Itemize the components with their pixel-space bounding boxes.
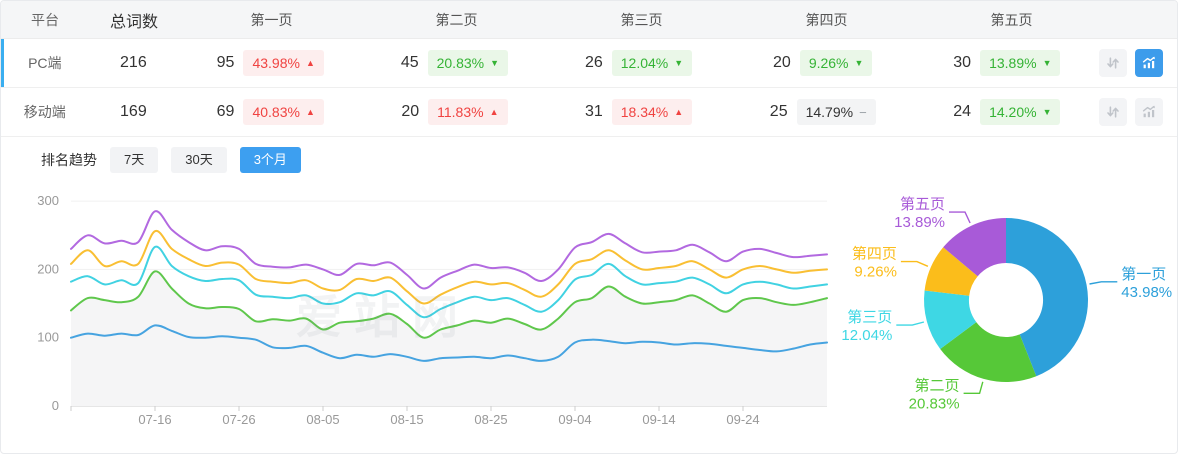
svg-text:0: 0 xyxy=(52,398,59,413)
table-row-mobile[interactable]: 移动端 169 69 40.83% ▲ 20 11.83% ▲ 31 18.34% ▲… xyxy=(1,88,1177,137)
trend-down-icon: ▼ xyxy=(490,57,500,68)
trend-up-icon: ▲ xyxy=(489,106,499,117)
trend-up-icon: ▲ xyxy=(305,57,315,68)
trend-chart-icon xyxy=(1142,56,1155,69)
charts-area: 0 100 200 300 07-16 07-26 08-05 08-15 08-25 09-04… xyxy=(1,183,1177,449)
header-page-2: 第二页 xyxy=(435,11,478,28)
donut-label-第一页: 第一页 43.98% xyxy=(1121,265,1172,301)
page5-count: 24 xyxy=(953,103,972,120)
platform-name: PC端 xyxy=(28,55,62,71)
trend-chart-icon xyxy=(1142,105,1155,118)
page-share-donut-chart: 第一页 43.98% 第二页 20.83% 第三页 12.04% 第四页 9.26% 第五页 13… xyxy=(841,195,1172,412)
line-series-第一页 xyxy=(70,324,828,362)
donut-label-第五页: 第五页 13.89% xyxy=(894,195,945,231)
trend-down-icon: ▼ xyxy=(1042,57,1052,68)
view-chart-button[interactable] xyxy=(1134,98,1163,126)
donut-slice-第四页 xyxy=(924,247,978,296)
tab-7-days[interactable]: 7天 xyxy=(110,147,159,173)
svg-text:08-25: 08-25 xyxy=(474,412,507,427)
tab-30-days[interactable]: 30天 xyxy=(171,147,227,173)
trend-flat-icon: − xyxy=(859,104,867,120)
sort-arrows-icon xyxy=(1107,57,1119,69)
page5-change-badge: 13.89% ▼ xyxy=(980,50,1061,76)
donut-slice-第五页 xyxy=(943,218,1006,277)
line-series-第三页 xyxy=(70,245,828,319)
donut-label-第四页: 第四页 9.26% xyxy=(852,245,897,281)
svg-text:08-15: 08-15 xyxy=(390,412,423,427)
line-series-第五页 xyxy=(70,210,828,290)
page3-count: 26 xyxy=(584,54,603,71)
sort-arrows-icon xyxy=(1107,106,1119,118)
donut-label-第二页: 第二页 20.83% xyxy=(909,376,960,412)
trend-down-icon: ▼ xyxy=(1042,106,1052,117)
trend-up-icon: ▲ xyxy=(674,106,684,117)
donut-label-第三页: 第三页 12.04% xyxy=(841,308,892,344)
svg-text:200: 200 xyxy=(37,261,59,276)
header-total-words: 总词数 xyxy=(109,13,158,31)
page1-change-badge: 40.83% ▲ xyxy=(243,99,324,125)
rank-trend-line-chart: 0 100 200 300 07-16 07-26 08-05 08-15 08-25 09-04… xyxy=(37,193,828,427)
header-platform: 平台 xyxy=(31,11,59,28)
svg-text:07-26: 07-26 xyxy=(222,412,255,427)
platform-name: 移动端 xyxy=(23,104,66,120)
rank-table-header: 平台 总词数 第一页 第二页 第三页 第四页 第五页 xyxy=(1,1,1177,39)
header-page-4: 第四页 xyxy=(805,11,848,28)
table-row-pc[interactable]: PC端 216 95 43.98% ▲ 45 20.83% ▼ 26 12.04% ▼… xyxy=(1,39,1177,88)
header-page-1: 第一页 xyxy=(250,11,293,28)
page2-change-badge: 11.83% ▲ xyxy=(428,99,508,125)
page4-count: 25 xyxy=(769,103,788,120)
sort-button[interactable] xyxy=(1098,49,1127,77)
page5-change-badge: 14.20% ▼ xyxy=(980,99,1061,125)
svg-text:300: 300 xyxy=(37,193,59,208)
svg-text:07-16: 07-16 xyxy=(138,412,171,427)
svg-text:09-24: 09-24 xyxy=(726,412,759,427)
page3-count: 31 xyxy=(584,103,603,120)
total-words-value: 169 xyxy=(120,103,147,120)
svg-text:09-04: 09-04 xyxy=(558,412,591,427)
trend-toolbar: 排名趋势 7天 30天 3个月 xyxy=(1,137,1177,183)
header-page-3: 第三页 xyxy=(620,11,663,28)
page1-count: 95 xyxy=(216,54,235,71)
view-chart-button[interactable] xyxy=(1134,49,1163,77)
sort-button[interactable] xyxy=(1098,98,1127,126)
trend-up-icon: ▲ xyxy=(305,106,315,117)
page3-change-badge: 18.34% ▲ xyxy=(611,99,693,125)
page4-change-badge: 14.79% − xyxy=(796,99,876,125)
page2-count: 20 xyxy=(401,103,420,120)
line-series-第二页 xyxy=(70,270,828,339)
tab-3-months[interactable]: 3个月 xyxy=(239,147,301,173)
trend-section-title: 排名趋势 xyxy=(41,152,97,168)
page4-count: 20 xyxy=(773,54,791,71)
donut-slice-第二页 xyxy=(940,322,1037,383)
svg-text:08-05: 08-05 xyxy=(306,412,339,427)
svg-text:100: 100 xyxy=(37,330,59,345)
line-series-第四页 xyxy=(70,230,828,305)
svg-text:09-14: 09-14 xyxy=(642,412,675,427)
donut-slice-第三页 xyxy=(924,290,977,349)
page2-change-badge: 20.83% ▼ xyxy=(427,50,509,76)
header-page-5: 第五页 xyxy=(990,11,1033,28)
trend-down-icon: ▼ xyxy=(674,57,684,68)
total-words-value: 216 xyxy=(120,54,147,71)
page1-change-badge: 43.98% ▲ xyxy=(243,50,324,76)
page2-count: 45 xyxy=(400,54,419,71)
page5-count: 30 xyxy=(953,54,972,71)
trend-down-icon: ▼ xyxy=(854,57,864,68)
page1-count: 69 xyxy=(216,103,235,120)
page3-change-badge: 12.04% ▼ xyxy=(611,50,693,76)
page4-change-badge: 9.26% ▼ xyxy=(799,50,873,76)
donut-slice-第一页 xyxy=(1006,218,1089,377)
